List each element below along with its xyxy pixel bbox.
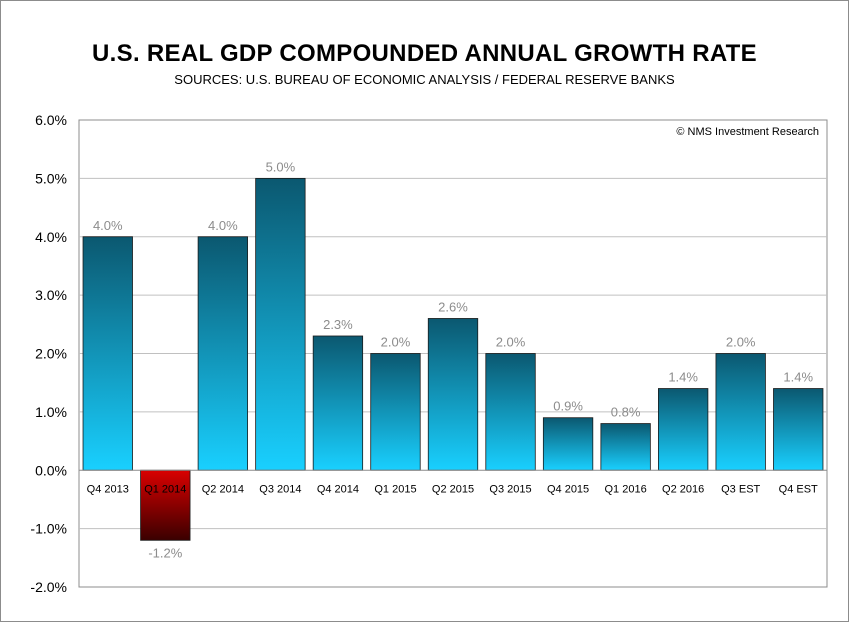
category-label: Q1 2014 <box>144 483 186 495</box>
bar-q4-2013 <box>82 236 133 471</box>
category-label: Q1 2015 <box>374 483 416 495</box>
category-label: Q3 2014 <box>259 483 301 495</box>
y-tick-label: 0.0% <box>35 462 67 478</box>
chart-title: U.S. REAL GDP COMPOUNDED ANNUAL GROWTH R… <box>92 40 757 67</box>
bar-q4-2014 <box>312 335 364 471</box>
y-tick-label: -2.0% <box>30 579 67 595</box>
category-label: Q4 2013 <box>87 483 129 495</box>
category-label: Q4 2015 <box>547 483 589 495</box>
value-label: 0.9% <box>553 399 583 414</box>
value-label: 1.4% <box>783 370 813 385</box>
category-label: Q4 EST <box>779 483 818 495</box>
bar-q3-2015 <box>485 353 536 471</box>
bar-q1-2014 <box>140 469 191 541</box>
category-label: Q3 2015 <box>489 483 531 495</box>
value-label: 2.3% <box>323 317 353 332</box>
value-label: 1.4% <box>668 370 698 385</box>
bar-q4-2015 <box>542 417 594 471</box>
category-label: Q2 2016 <box>662 483 704 495</box>
value-label: 5.0% <box>266 159 296 174</box>
bar-q3-est <box>715 353 766 471</box>
value-label: 0.8% <box>611 405 641 420</box>
bar-q1-2015 <box>370 353 421 471</box>
bar-q2-2014 <box>197 236 248 471</box>
y-tick-label: 2.0% <box>35 346 67 362</box>
y-tick-label: 3.0% <box>35 287 67 303</box>
y-tick-label: -1.0% <box>30 521 67 537</box>
labels: 6.0% 5.0% 4.0% 3.0% 2.0% 1.0% 0.0% -1.0% -2.0% 4.… <box>30 112 818 595</box>
chart-subtitle: SOURCES: U.S. BUREAU OF ECONOMIC ANALYSI… <box>174 72 675 87</box>
value-label: 2.0% <box>726 335 756 350</box>
value-label: 2.6% <box>438 299 468 314</box>
credit-text: © NMS Investment Research <box>676 126 819 138</box>
bar-q1-2016 <box>600 423 651 471</box>
bar-q2-2016 <box>658 388 709 471</box>
value-label: 2.0% <box>496 335 526 350</box>
value-label: 4.0% <box>93 218 123 233</box>
y-tick-label: 5.0% <box>35 170 67 186</box>
category-label: Q4 2014 <box>317 483 359 495</box>
bar-q3-2014 <box>255 177 306 471</box>
value-label: 2.0% <box>381 335 411 350</box>
bar-q4-est <box>773 388 824 471</box>
category-label: Q1 2016 <box>605 483 647 495</box>
category-label: Q2 2014 <box>202 483 244 495</box>
bar-q2-2015 <box>427 318 479 471</box>
value-label: -1.2% <box>148 545 182 560</box>
y-tick-label: 1.0% <box>35 404 67 420</box>
category-label: Q2 2015 <box>432 483 474 495</box>
category-label: Q3 EST <box>721 483 760 495</box>
y-tick-label: 4.0% <box>35 229 67 245</box>
y-tick-label: 6.0% <box>35 112 67 128</box>
bars <box>82 177 824 541</box>
value-label: 4.0% <box>208 218 238 233</box>
